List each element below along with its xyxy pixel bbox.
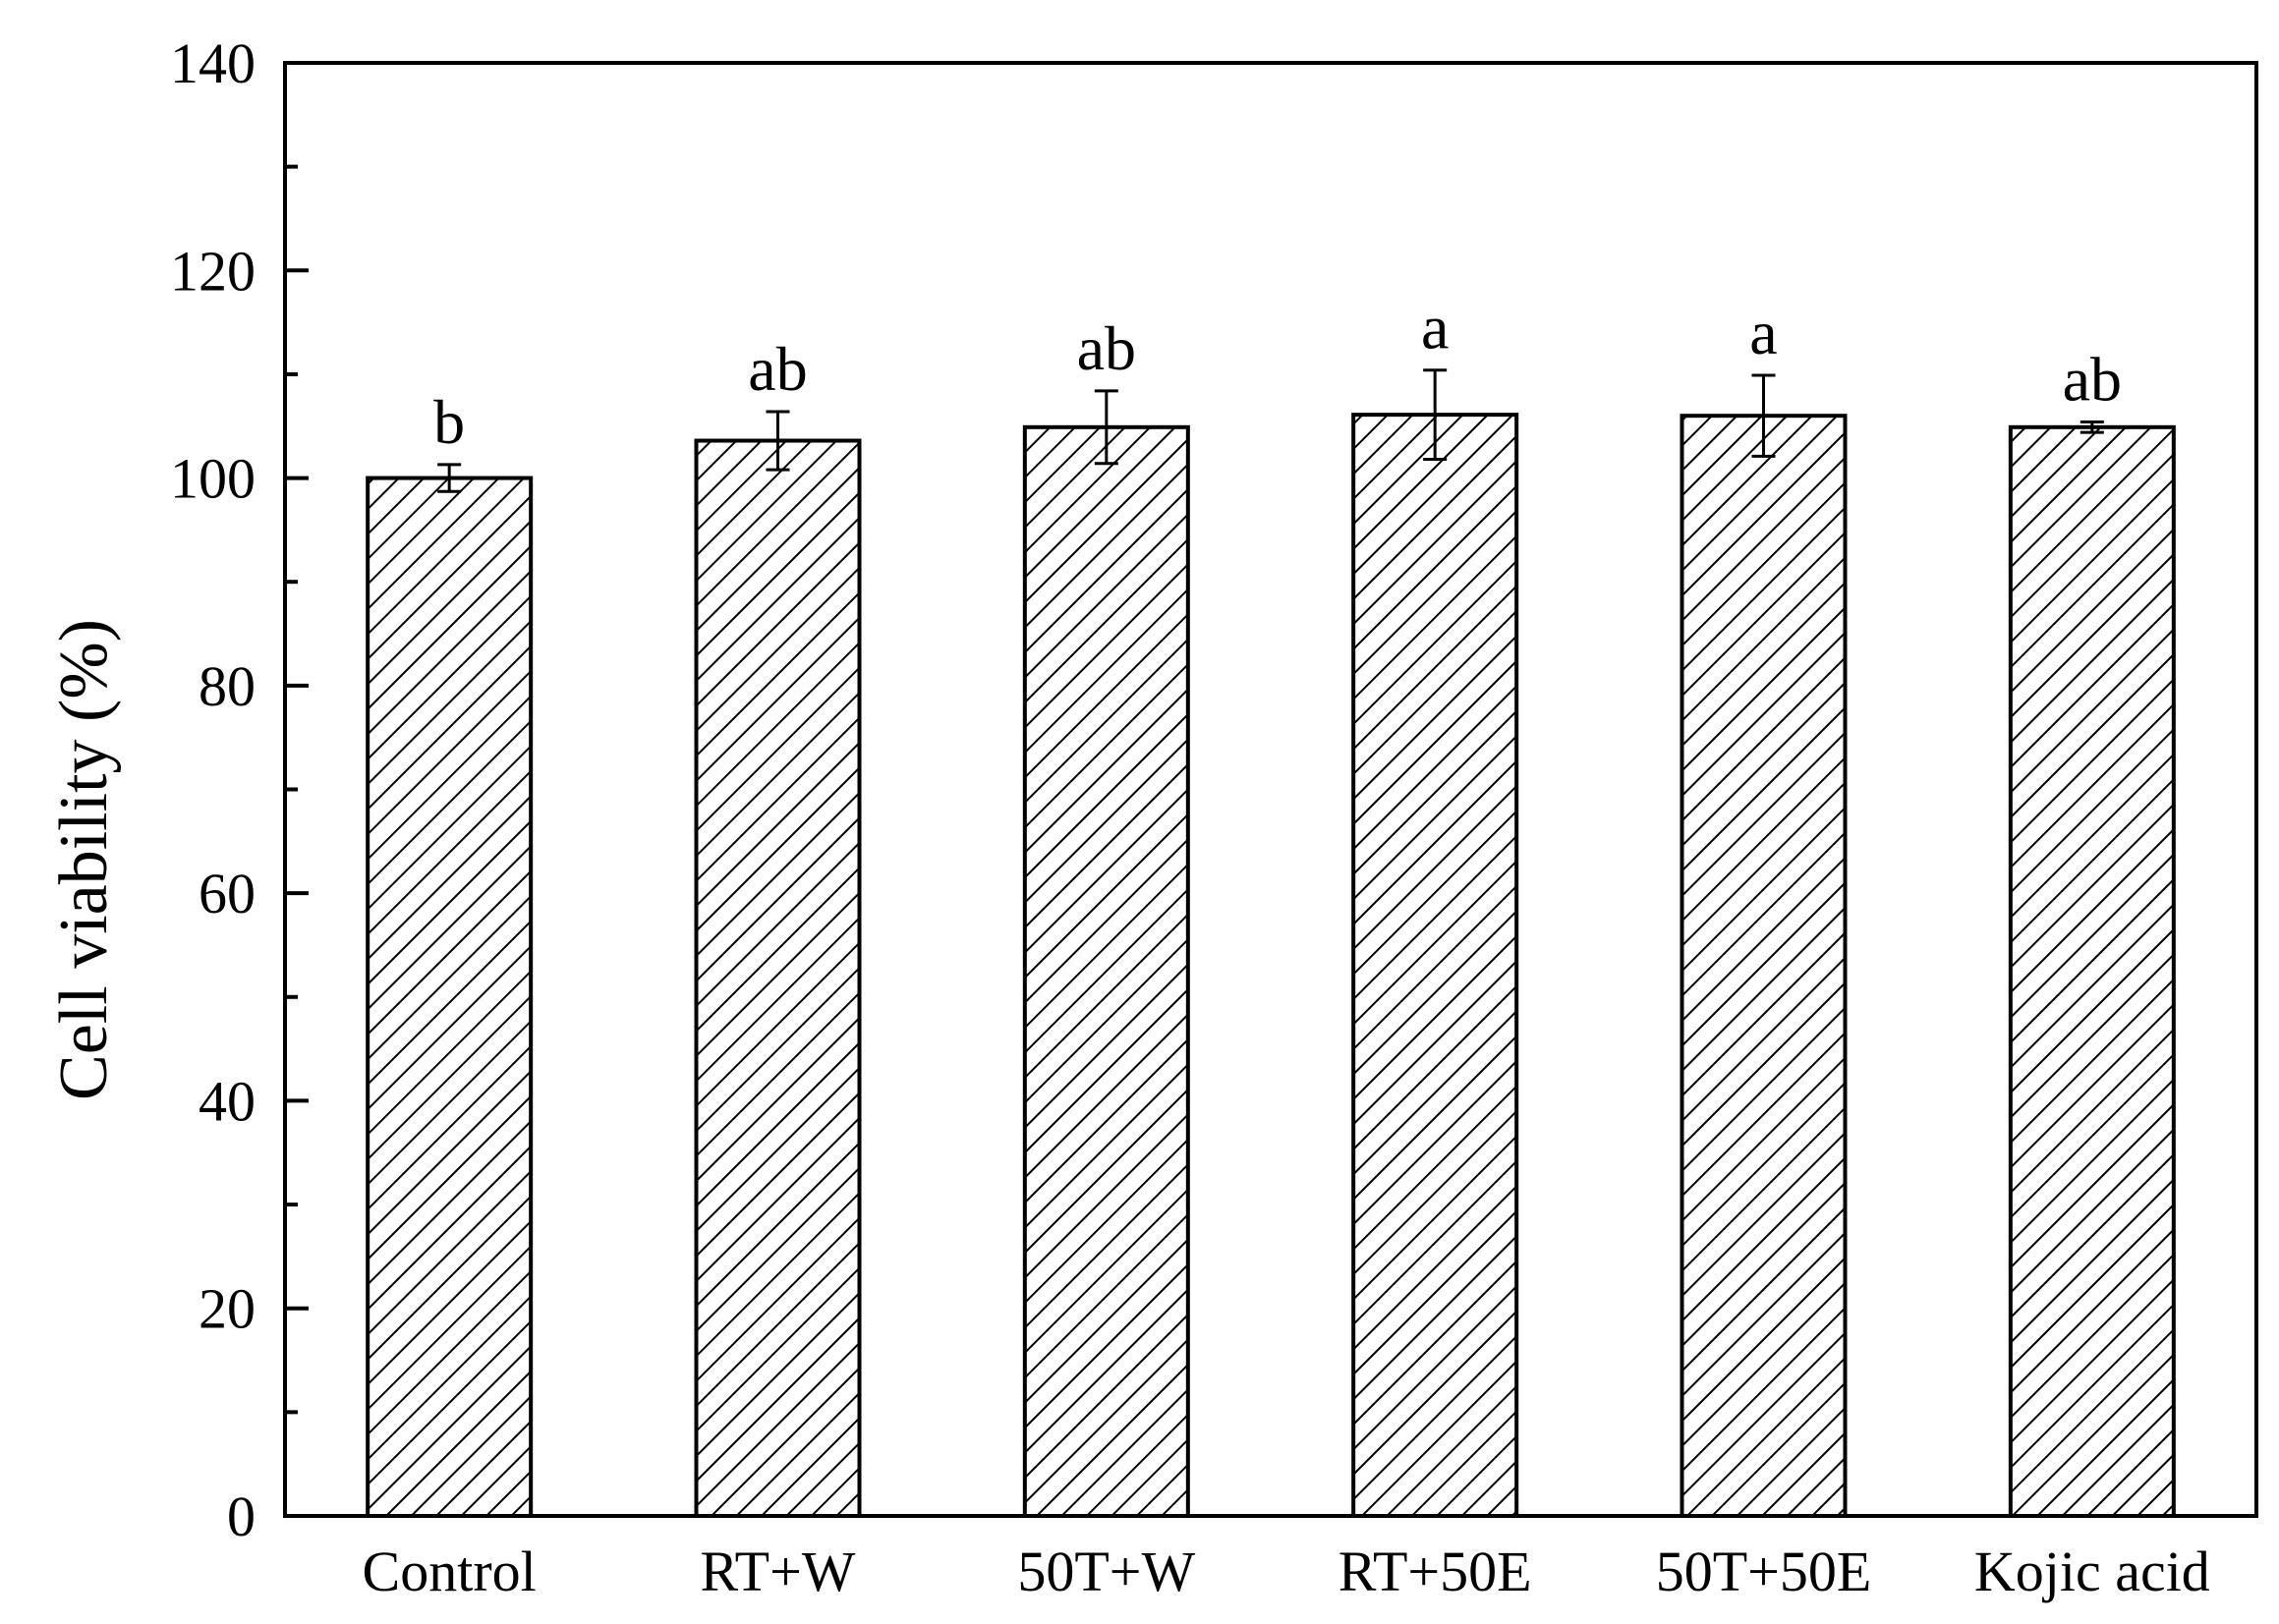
plot-frame xyxy=(283,61,2258,1518)
y-axis: 0 20 40 60 80 100 120 140 xyxy=(170,31,309,1548)
y-tick-label-7: 140 xyxy=(170,31,256,95)
error-bar-5 xyxy=(2080,420,2104,434)
y-axis-title-group: Cell viability (%) xyxy=(46,619,122,1100)
x-tick-label-2: 50T+W xyxy=(1017,1540,1195,1603)
bar-3 xyxy=(1351,413,1519,1518)
significance-label-1: ab xyxy=(748,334,807,404)
error-bar-4 xyxy=(1751,373,1776,458)
y-tick-label-1: 20 xyxy=(199,1277,256,1341)
y-tick-label-4: 80 xyxy=(199,654,256,718)
y-tick-label-3: 60 xyxy=(199,862,256,925)
significance-label-3: a xyxy=(1421,293,1449,363)
y-tick-label-2: 40 xyxy=(199,1069,256,1133)
bars-layer xyxy=(366,413,2176,1519)
error-bar-3 xyxy=(1423,368,1448,462)
error-bar-0 xyxy=(437,463,462,493)
error-bar-2 xyxy=(1094,389,1118,466)
y-axis-title: Cell viability (%) xyxy=(46,619,122,1100)
bar-0 xyxy=(366,476,534,1519)
bar-4 xyxy=(1680,414,1848,1519)
significance-label-5: ab xyxy=(2063,345,2122,415)
y-tick-label-6: 120 xyxy=(170,239,256,303)
x-axis: Control RT+W 50T+W RT+50E 50T+50E Kojic acid xyxy=(363,1540,2210,1603)
x-tick-label-4: 50T+50E xyxy=(1656,1540,1872,1603)
bar-2 xyxy=(1022,424,1190,1519)
error-bars-layer xyxy=(437,368,2104,493)
y-tick-label-0: 0 xyxy=(227,1484,256,1548)
y-tick-label-5: 100 xyxy=(170,447,256,511)
error-bar-1 xyxy=(766,410,790,472)
bar-1 xyxy=(694,438,862,1518)
x-tick-label-5: Kojic acid xyxy=(1974,1540,2210,1603)
x-tick-label-3: RT+50E xyxy=(1339,1540,1532,1603)
significance-label-2: ab xyxy=(1077,313,1136,383)
significance-labels-layer: b ab ab a a ab xyxy=(433,293,2122,457)
significance-label-4: a xyxy=(1749,298,1777,367)
significance-label-0: b xyxy=(433,387,465,457)
x-tick-label-0: Control xyxy=(363,1540,537,1603)
x-tick-label-1: RT+W xyxy=(700,1540,855,1603)
bar-5 xyxy=(2008,424,2176,1519)
